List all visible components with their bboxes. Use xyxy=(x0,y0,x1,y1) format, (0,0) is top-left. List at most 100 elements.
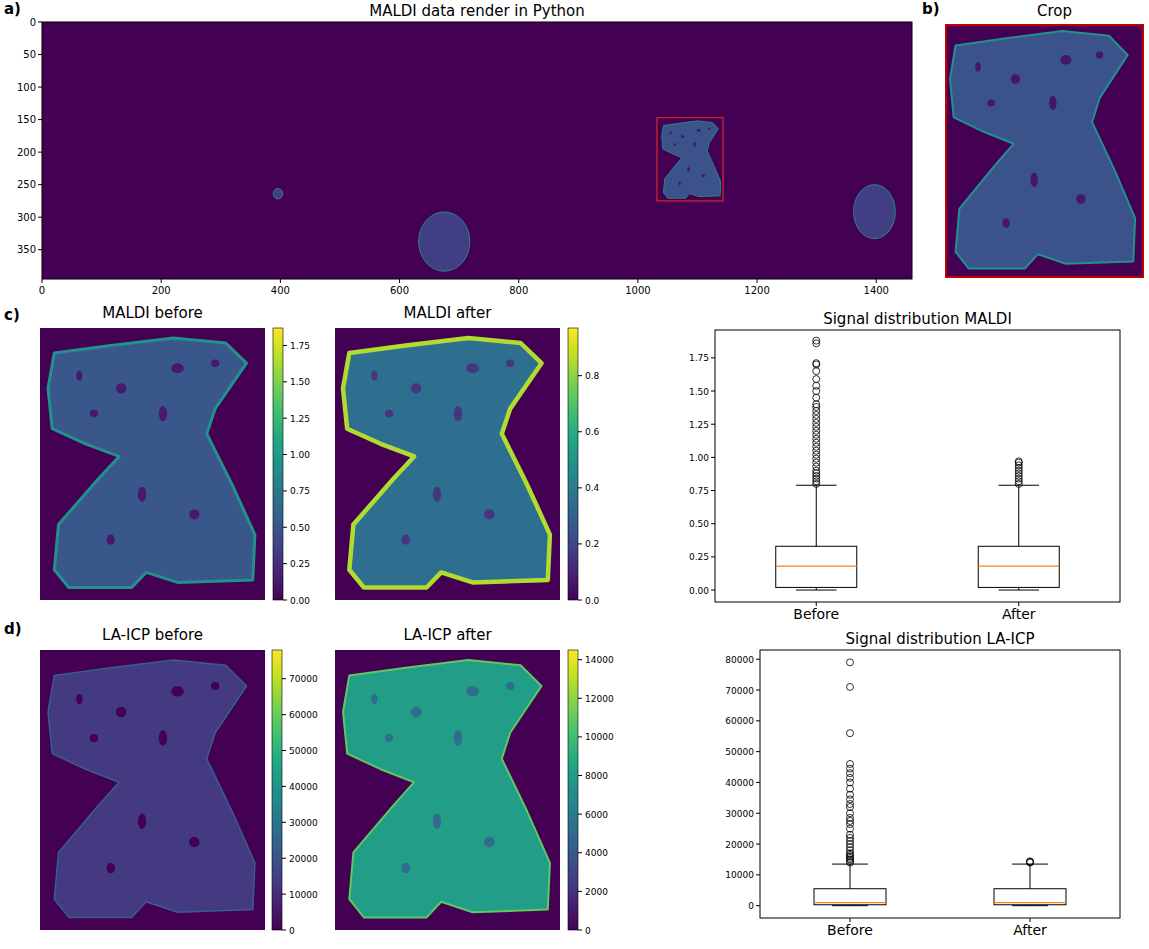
plot-frame xyxy=(760,650,1120,918)
colorbar-tick-label: 6000 xyxy=(585,810,608,820)
tissue-hole xyxy=(975,62,981,72)
y-tick xyxy=(38,87,42,88)
median xyxy=(994,902,1066,903)
tissue-hole xyxy=(76,371,82,381)
x-tick xyxy=(876,279,877,283)
tissue-hole xyxy=(171,686,184,696)
colorbar-tick xyxy=(282,678,286,679)
y-tick-label: 80000 xyxy=(725,655,754,665)
colorbar-tick xyxy=(282,930,286,931)
outlier xyxy=(813,443,820,450)
colorbar-tick-label: 0.50 xyxy=(290,523,310,533)
colorbar-tick xyxy=(578,852,582,853)
tissue-hole xyxy=(433,487,441,502)
x-tick-label: Before xyxy=(827,922,873,938)
y-tick-label: 100 xyxy=(17,82,36,93)
box xyxy=(994,889,1066,905)
colorbar-tick xyxy=(578,775,582,776)
tissue-hole xyxy=(371,371,377,381)
tissue-hole xyxy=(385,410,393,418)
heatmap-background xyxy=(335,650,560,930)
y-tick xyxy=(711,391,715,392)
colorbar-tick xyxy=(283,418,287,419)
x-tick xyxy=(637,279,638,283)
box-marks xyxy=(814,659,1066,906)
panel-title: MALDI data render in Python xyxy=(369,2,585,20)
outlier xyxy=(813,337,820,344)
colorbar-tick xyxy=(282,786,286,787)
tissue-section xyxy=(419,212,470,271)
y-tick xyxy=(711,457,715,458)
colorbar-tick-label: 0.2 xyxy=(585,539,599,549)
heatmap-background xyxy=(40,328,265,600)
colorbar-tick xyxy=(578,600,582,601)
colorbar-tick xyxy=(578,814,582,815)
tissue-hole xyxy=(159,730,167,746)
tissue-outline xyxy=(273,189,283,199)
panel-title: LA-ICP after xyxy=(403,626,492,644)
outlier xyxy=(813,459,820,466)
colorbar-tick xyxy=(578,543,582,544)
outlier xyxy=(813,376,820,383)
outlier xyxy=(1015,458,1022,465)
median xyxy=(814,902,886,903)
colorbar-tick xyxy=(578,930,582,931)
outlier xyxy=(813,431,820,438)
tissue-hole xyxy=(687,167,689,172)
colorbar-tick xyxy=(578,375,582,376)
tissue-hole xyxy=(159,406,167,421)
colorbar-tick xyxy=(283,454,287,455)
tissue-hole xyxy=(697,129,701,132)
y-tick-label: 1.25 xyxy=(689,420,709,430)
outlier xyxy=(847,659,854,666)
tissue-hole xyxy=(211,682,219,690)
y-tick-label: 1.00 xyxy=(689,453,709,463)
outlier xyxy=(813,451,820,458)
y-tick-label: 40000 xyxy=(725,778,754,788)
plot-background xyxy=(760,650,1120,918)
x-tick-label: 1400 xyxy=(864,285,889,296)
panel-letter: d) xyxy=(4,620,22,638)
tissue-hole xyxy=(484,509,494,519)
y-tick xyxy=(38,152,42,153)
y-tick-label: 60000 xyxy=(725,716,754,726)
outlier xyxy=(847,730,854,737)
y-tick xyxy=(756,905,760,906)
colorbar-tick-label: 0.4 xyxy=(585,483,600,493)
colorbar-tick xyxy=(283,381,287,382)
panel-title: Signal distribution LA-ICP xyxy=(845,630,1034,648)
outlier xyxy=(813,407,820,414)
tissue-hole xyxy=(402,863,410,873)
panel-letter: a) xyxy=(4,0,21,18)
y-tick xyxy=(756,659,760,660)
y-tick-label: 1.50 xyxy=(689,387,709,397)
colorbar xyxy=(568,650,578,930)
y-tick-label: 0.75 xyxy=(689,486,709,496)
colorbar-tick xyxy=(283,600,287,601)
tissue-hole xyxy=(402,535,410,545)
colorbar-tick-label: 8000 xyxy=(585,771,608,781)
tissue-hole xyxy=(1030,173,1037,187)
tissue-hole xyxy=(90,410,98,418)
tissue-hole xyxy=(107,535,115,545)
tissue-hole xyxy=(1011,74,1020,84)
outlier xyxy=(847,683,854,690)
colorbar-tick-label: 1.00 xyxy=(290,450,310,460)
cap-low xyxy=(999,590,1040,591)
y-tick-label: 0.25 xyxy=(689,552,709,562)
tissue-outline xyxy=(419,212,470,271)
whisker-high xyxy=(816,485,817,546)
x-tick-label: After xyxy=(1002,606,1036,622)
colorbar-tick-label: 10000 xyxy=(289,890,318,900)
tissue-hole xyxy=(76,694,82,704)
tissue-outline xyxy=(662,121,721,198)
panel-letter: b) xyxy=(922,0,940,18)
image-background xyxy=(42,22,912,279)
colorbar-tick-label: 2000 xyxy=(585,887,608,897)
panel-title: Signal distribution MALDI xyxy=(823,310,1012,328)
colorbar-tick-label: 1.25 xyxy=(290,414,310,424)
x-tick xyxy=(399,279,400,283)
outlier xyxy=(813,447,820,454)
panel-title: LA-ICP before xyxy=(102,626,203,644)
outlier xyxy=(847,804,854,811)
